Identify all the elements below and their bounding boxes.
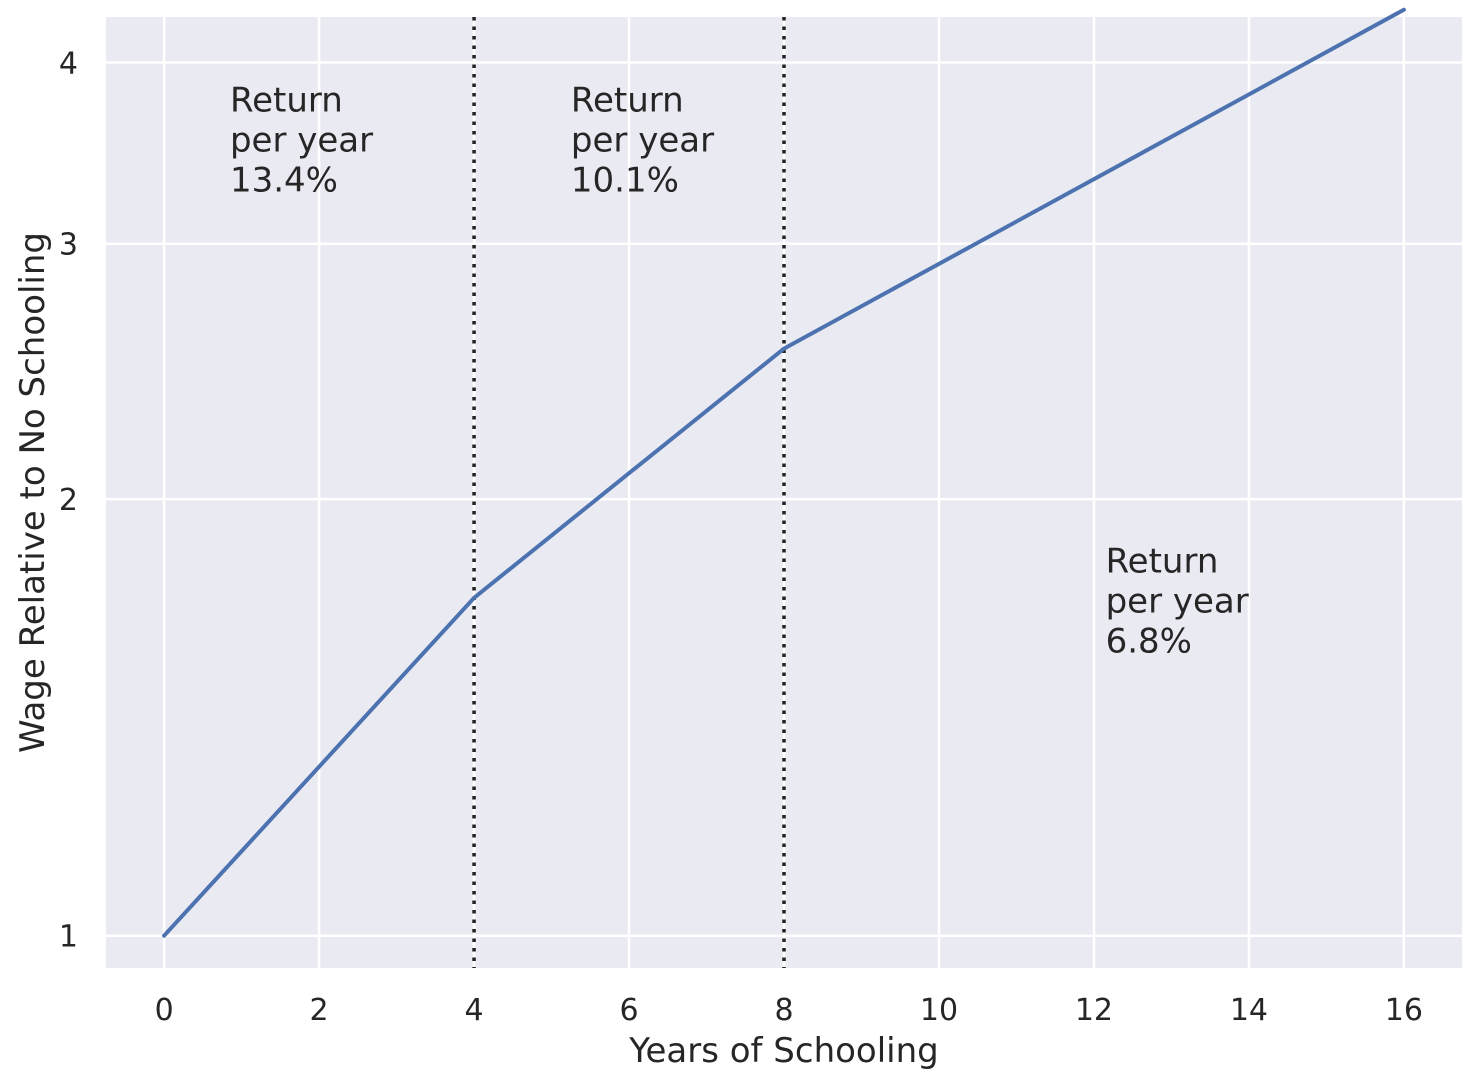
annotations: Return per year 13.4%Return per year 10.1%Re…: [230, 81, 1249, 662]
vertical-reference-lines: [472, 17, 786, 968]
x-tick-label: 16: [1385, 993, 1423, 1028]
x-tick-label: 10: [920, 993, 958, 1028]
annotation-line: per year: [1106, 582, 1249, 622]
series-line: [162, 7, 1406, 938]
annotation-text: Return per year 10.1%: [571, 81, 714, 201]
y-tick-label: 4: [59, 47, 78, 82]
annotation-line: Return: [1106, 542, 1219, 582]
annotation-line: Return: [230, 81, 343, 121]
x-tick-label: 8: [774, 993, 793, 1028]
y-tick-labels: 1 2 3 4: [59, 47, 78, 955]
annotation-line: Return: [571, 81, 684, 121]
annotation-line: per year: [571, 121, 714, 161]
y-gridlines: [106, 61, 1462, 937]
x-tick-label: 4: [465, 993, 484, 1028]
x-tick-label: 14: [1230, 993, 1268, 1028]
data-series: [162, 7, 1406, 938]
annotation-text: Return per year 13.4%: [230, 81, 373, 201]
annotation-line: 6.8%: [1106, 622, 1192, 662]
x-tick-label: 12: [1075, 993, 1113, 1028]
y-axis-label: Wage Relative to No Schooling: [13, 232, 53, 753]
annotation-line: 10.1%: [571, 161, 679, 201]
x-tick-label: 6: [619, 993, 638, 1028]
x-tick-labels: 0 2 4 6 8 10 12 14 16: [155, 993, 1423, 1028]
y-tick-label: 1: [59, 920, 78, 955]
y-tick-label: 2: [59, 483, 78, 518]
annotation-line: per year: [230, 121, 373, 161]
x-tick-label: 2: [310, 993, 329, 1028]
annotation-text: Return per year 6.8%: [1106, 542, 1249, 662]
x-tick-label: 0: [155, 993, 174, 1028]
y-tick-label: 3: [59, 228, 78, 263]
annotation-line: 13.4%: [230, 161, 338, 201]
x-axis-label: Years of Schooling: [628, 1031, 939, 1071]
